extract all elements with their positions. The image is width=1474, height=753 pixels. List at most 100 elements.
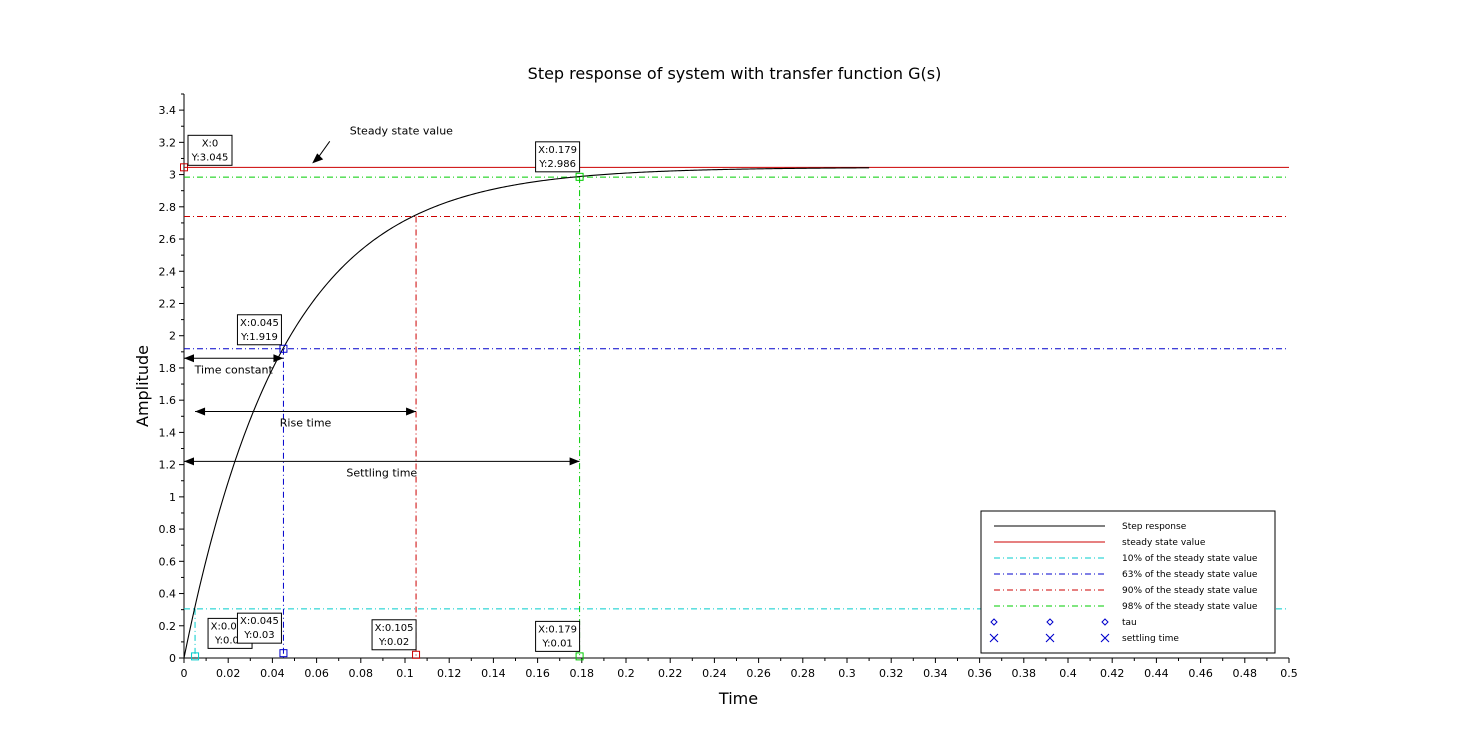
datatip-marker — [575, 652, 584, 661]
legend-entry-label: steady state value — [1122, 538, 1206, 548]
x-tick-label: 0.36 — [967, 667, 992, 680]
y-tick-label: 1.8 — [159, 362, 177, 375]
x-tick-label: 0.06 — [304, 667, 329, 680]
arrow-head — [406, 407, 417, 416]
arrow-head — [273, 354, 284, 363]
annotation-label: Time constant — [194, 363, 274, 376]
datatip-marker — [279, 649, 288, 658]
datatip-marker — [279, 344, 288, 353]
y-tick-label: 3.4 — [159, 104, 177, 117]
legend-cross-marker — [1100, 633, 1110, 643]
y-tick-label: 2.6 — [159, 233, 177, 246]
x-tick-label: 0.2 — [617, 667, 635, 680]
step-response-curve — [183, 167, 870, 659]
legend-entry-label: 10% of the steady state value — [1122, 554, 1258, 564]
datatip-text: Y:0.01 — [214, 635, 245, 646]
legend: Step response steady state value 10% of th… — [980, 510, 1276, 654]
y-tick-label: 0.2 — [159, 620, 177, 633]
y-tick-label: 3.2 — [159, 136, 177, 149]
datatip-text: Y:1.919 — [240, 332, 278, 343]
datatip-marker — [180, 163, 188, 172]
x-tick-label: 0.12 — [437, 667, 462, 680]
y-tick-label: 1.6 — [159, 394, 177, 407]
datatip-text: X:0.045 — [240, 318, 279, 329]
step-response-curve-group — [183, 167, 870, 659]
y-tick-label: 1 — [169, 491, 176, 504]
x-tick-label: 0.5 — [1280, 667, 1298, 680]
datatip-box — [236, 612, 282, 644]
legend-box — [980, 510, 1276, 654]
y-tick-label: 0.4 — [159, 588, 177, 601]
datatip-marker — [575, 172, 584, 181]
y-tick-label: 2.4 — [159, 265, 177, 278]
legend-entry-label: 63% of the steady state value — [1122, 570, 1258, 580]
y-tick-label: 0.8 — [159, 523, 177, 536]
x-tick-label: 0.26 — [746, 667, 771, 680]
x-tick-label: 0.24 — [702, 667, 727, 680]
x-tick-label: 0.02 — [216, 667, 241, 680]
datatip-text: X:0.105 — [375, 623, 414, 634]
x-tick-label: 0 — [181, 667, 188, 680]
y-tick-label: 2 — [169, 330, 176, 343]
x-tick-label: 0.18 — [570, 667, 595, 680]
x-tick-label: 0.1 — [396, 667, 414, 680]
datatip-box — [187, 134, 233, 166]
x-tick-label: 0.28 — [791, 667, 816, 680]
datatip-text: X:0 — [202, 138, 219, 149]
arrow-head — [569, 457, 580, 466]
annotation-label: Rise time — [280, 416, 332, 429]
arrow-head — [184, 457, 194, 466]
x-tick-label: 0.34 — [923, 667, 948, 680]
y-tick-label: 2.2 — [159, 297, 177, 310]
arrow-head — [184, 354, 194, 363]
legend-entry-label: Step response — [1122, 522, 1187, 532]
x-tick-label: 0.16 — [525, 667, 550, 680]
legend-entry-label: settling time — [1122, 634, 1179, 644]
x-tick-label: 0.42 — [1100, 667, 1125, 680]
x-tick-label: 0.32 — [879, 667, 904, 680]
y-tick-label: 2.8 — [159, 201, 177, 214]
legend-entry-label: 90% of the steady state value — [1122, 586, 1258, 596]
x-axis-label: Time — [718, 689, 758, 708]
y-tick-label: 1.2 — [159, 459, 177, 472]
x-tick-label: 0.08 — [349, 667, 374, 680]
datatip-text: Y:2.986 — [538, 159, 576, 170]
axes: 0 0.02 0.04 0.06 0.08 0.1 0.12 0.14 0.16 0.18 0.2 0… — [159, 93, 1298, 680]
y-tick-label: 0 — [169, 652, 176, 665]
legend-cross-marker — [1045, 633, 1055, 643]
x-tick-label: 0.04 — [260, 667, 285, 680]
legend-entry-label: tau — [1122, 618, 1137, 628]
annotation-label: Steady state value — [350, 124, 453, 137]
y-tick-label: 3 — [169, 169, 176, 182]
datatips: X:0 Y:3.045 X:0.179 Y:2.986 X:0.045 Y:1.919 X:… — [187, 134, 581, 652]
datatip-text: Y:3.045 — [191, 152, 229, 163]
datatip-box — [236, 314, 282, 346]
x-tick-label: 0.14 — [481, 667, 506, 680]
y-tick-label: 0.6 — [159, 555, 177, 568]
x-tick-label: 0.44 — [1144, 667, 1169, 680]
reference-lines — [184, 166, 1289, 658]
legend-cross-marker — [989, 633, 999, 643]
datatip-box — [535, 141, 581, 173]
arrow-head — [312, 153, 324, 164]
datatip-text: Y:0.03 — [243, 630, 274, 641]
datatip-marker — [191, 652, 200, 661]
datatip-text: X:0.179 — [538, 624, 577, 635]
legend-diamond-marker — [1101, 618, 1109, 626]
legend-diamond-marker — [1046, 618, 1054, 626]
datatip-box — [535, 620, 581, 652]
legend-diamond-marker — [990, 618, 998, 626]
x-tick-label: 0.48 — [1233, 667, 1258, 680]
x-tick-label: 0.4 — [1059, 667, 1077, 680]
y-tick-label: 1.4 — [159, 426, 177, 439]
markers — [180, 163, 584, 661]
chart-title: Step response of system with transfer fu… — [528, 64, 942, 83]
x-tick-label: 0.38 — [1012, 667, 1037, 680]
datatip-text: X:0.005 — [211, 621, 250, 632]
annotation-label: Settling time — [346, 466, 417, 479]
x-tick-label: 0.46 — [1188, 667, 1213, 680]
x-tick-label: 0.22 — [658, 667, 683, 680]
legend-entry-label: 98% of the steady state value — [1122, 602, 1258, 612]
arrow-head — [195, 407, 206, 416]
